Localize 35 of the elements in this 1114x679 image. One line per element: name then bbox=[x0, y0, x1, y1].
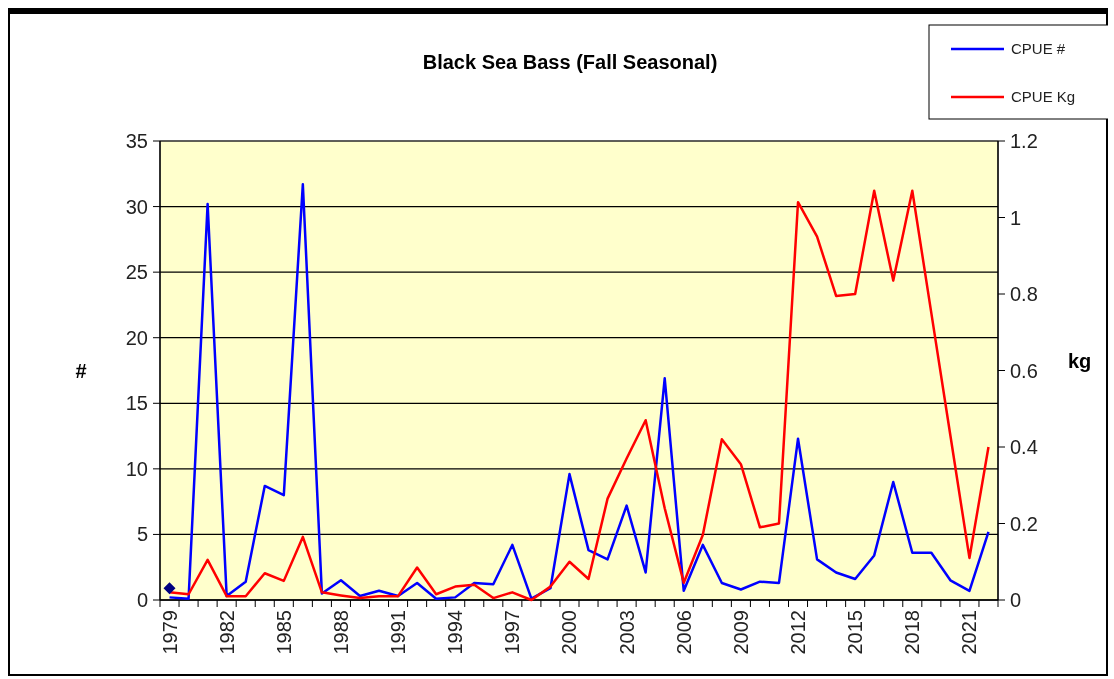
y2-tick-label: 1.2 bbox=[1010, 130, 1038, 152]
y-tick-label: 20 bbox=[125, 326, 148, 349]
x-tick-label: 1997 bbox=[501, 610, 524, 655]
y-tick-label: 25 bbox=[125, 261, 148, 284]
y2-tick-label: 1 bbox=[1010, 206, 1022, 229]
y2-tick-label: 0.4 bbox=[1010, 436, 1038, 458]
x-tick-label: 2021 bbox=[958, 610, 981, 655]
x-tick-label: 1994 bbox=[444, 610, 467, 655]
y2-tick-label: 0 bbox=[1010, 589, 1022, 611]
x-tick-label: 1988 bbox=[329, 610, 352, 655]
x-tick-label: 1991 bbox=[387, 610, 410, 655]
y-axis-title: # bbox=[75, 359, 87, 382]
legend-label: CPUE Kg bbox=[1011, 88, 1076, 106]
x-tick-label: 1985 bbox=[272, 610, 295, 655]
x-tick-label: 1979 bbox=[158, 610, 181, 655]
y-tick-label: 0 bbox=[136, 589, 148, 611]
x-tick-label: 2003 bbox=[615, 610, 638, 655]
x-tick-label: 1982 bbox=[215, 610, 238, 655]
legend-label: CPUE # bbox=[1011, 40, 1066, 58]
x-tick-label: 2018 bbox=[901, 610, 924, 655]
y2-tick-label: 0.2 bbox=[1010, 512, 1038, 535]
x-tick-label: 2009 bbox=[729, 610, 752, 655]
y-tick-label: 35 bbox=[125, 130, 148, 152]
x-tick-label: 2006 bbox=[672, 610, 695, 655]
x-tick-label: 2012 bbox=[787, 610, 810, 655]
x-tick-label: 2000 bbox=[558, 610, 581, 655]
y2-tick-label: 0.8 bbox=[1010, 283, 1038, 305]
x-tick-label: 2015 bbox=[844, 610, 867, 655]
chart-title: Black Sea Bass (Fall Seasonal) bbox=[422, 51, 718, 73]
y-tick-label: 30 bbox=[125, 195, 148, 218]
y-tick-label: 15 bbox=[125, 392, 148, 415]
y2-axis-title: kg bbox=[1068, 349, 1092, 372]
y-tick-label: 10 bbox=[125, 457, 148, 480]
y-tick-label: 5 bbox=[136, 523, 148, 546]
y2-tick-label: 0.6 bbox=[1010, 359, 1038, 382]
